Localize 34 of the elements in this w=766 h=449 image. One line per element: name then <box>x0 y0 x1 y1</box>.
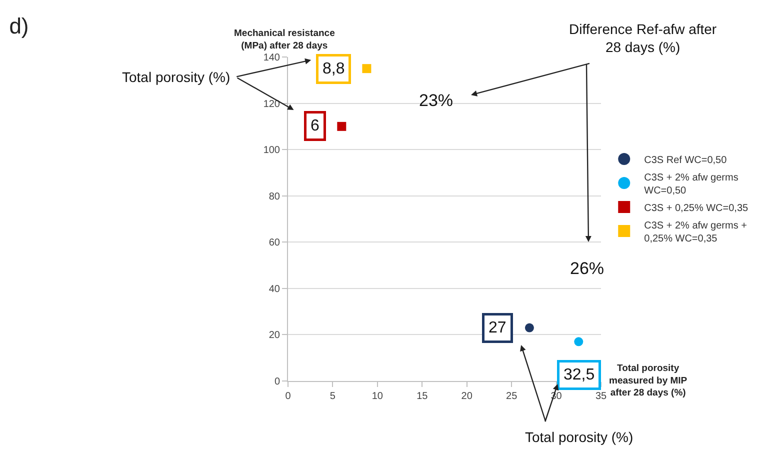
point <box>362 64 372 74</box>
x-tick-label: 20 <box>461 391 473 402</box>
annotation: 8,8 <box>322 60 345 78</box>
y-tick-label: 80 <box>268 191 280 202</box>
text: Difference Ref-afw after 28 days (%) <box>569 21 717 56</box>
legend-label: C3S + 2% afw germs WC=0,50 <box>644 172 738 196</box>
text: Total porosity (%) <box>122 69 230 85</box>
annotation: 26% <box>570 259 604 278</box>
x-tick-label: 0 <box>285 391 292 402</box>
x-axis-title: Total porosity measured by MIP after 28 days (%) <box>609 363 688 399</box>
y-tick-label: 0 <box>274 376 280 388</box>
text: d) <box>9 13 29 38</box>
x-tick-label: 25 <box>506 391 518 402</box>
y-tick-label: 60 <box>268 238 280 249</box>
y-tick-label: 40 <box>268 284 280 295</box>
text: Total porosity (%) <box>525 429 634 445</box>
annotation: 32,5 <box>564 366 595 384</box>
y-axis-title: Mechanical resistance (MPa) after 28 days <box>234 28 335 52</box>
point <box>337 122 346 131</box>
x-tick-label: 10 <box>372 391 384 402</box>
annotation: 27 <box>488 320 506 336</box>
x-tick-label: 35 <box>595 391 607 402</box>
annotation: 23% <box>419 91 454 110</box>
annotation: 6 <box>310 118 320 134</box>
y-tick-label: 100 <box>263 145 280 156</box>
y-tick-label: 140 <box>263 52 280 64</box>
x-tick-label: 5 <box>330 391 336 402</box>
legend-label: C3S + 0,25% WC=0,35 <box>644 202 749 214</box>
point <box>574 337 584 346</box>
x-tick-label: 15 <box>416 391 428 402</box>
y-tick-label: 20 <box>268 330 280 342</box>
legend-label: C3S + 2% afw germs + 0,25% WC=0,35 <box>644 220 748 244</box>
legend-label: C3S Ref WC=0,50 <box>644 154 728 166</box>
point <box>524 323 534 332</box>
